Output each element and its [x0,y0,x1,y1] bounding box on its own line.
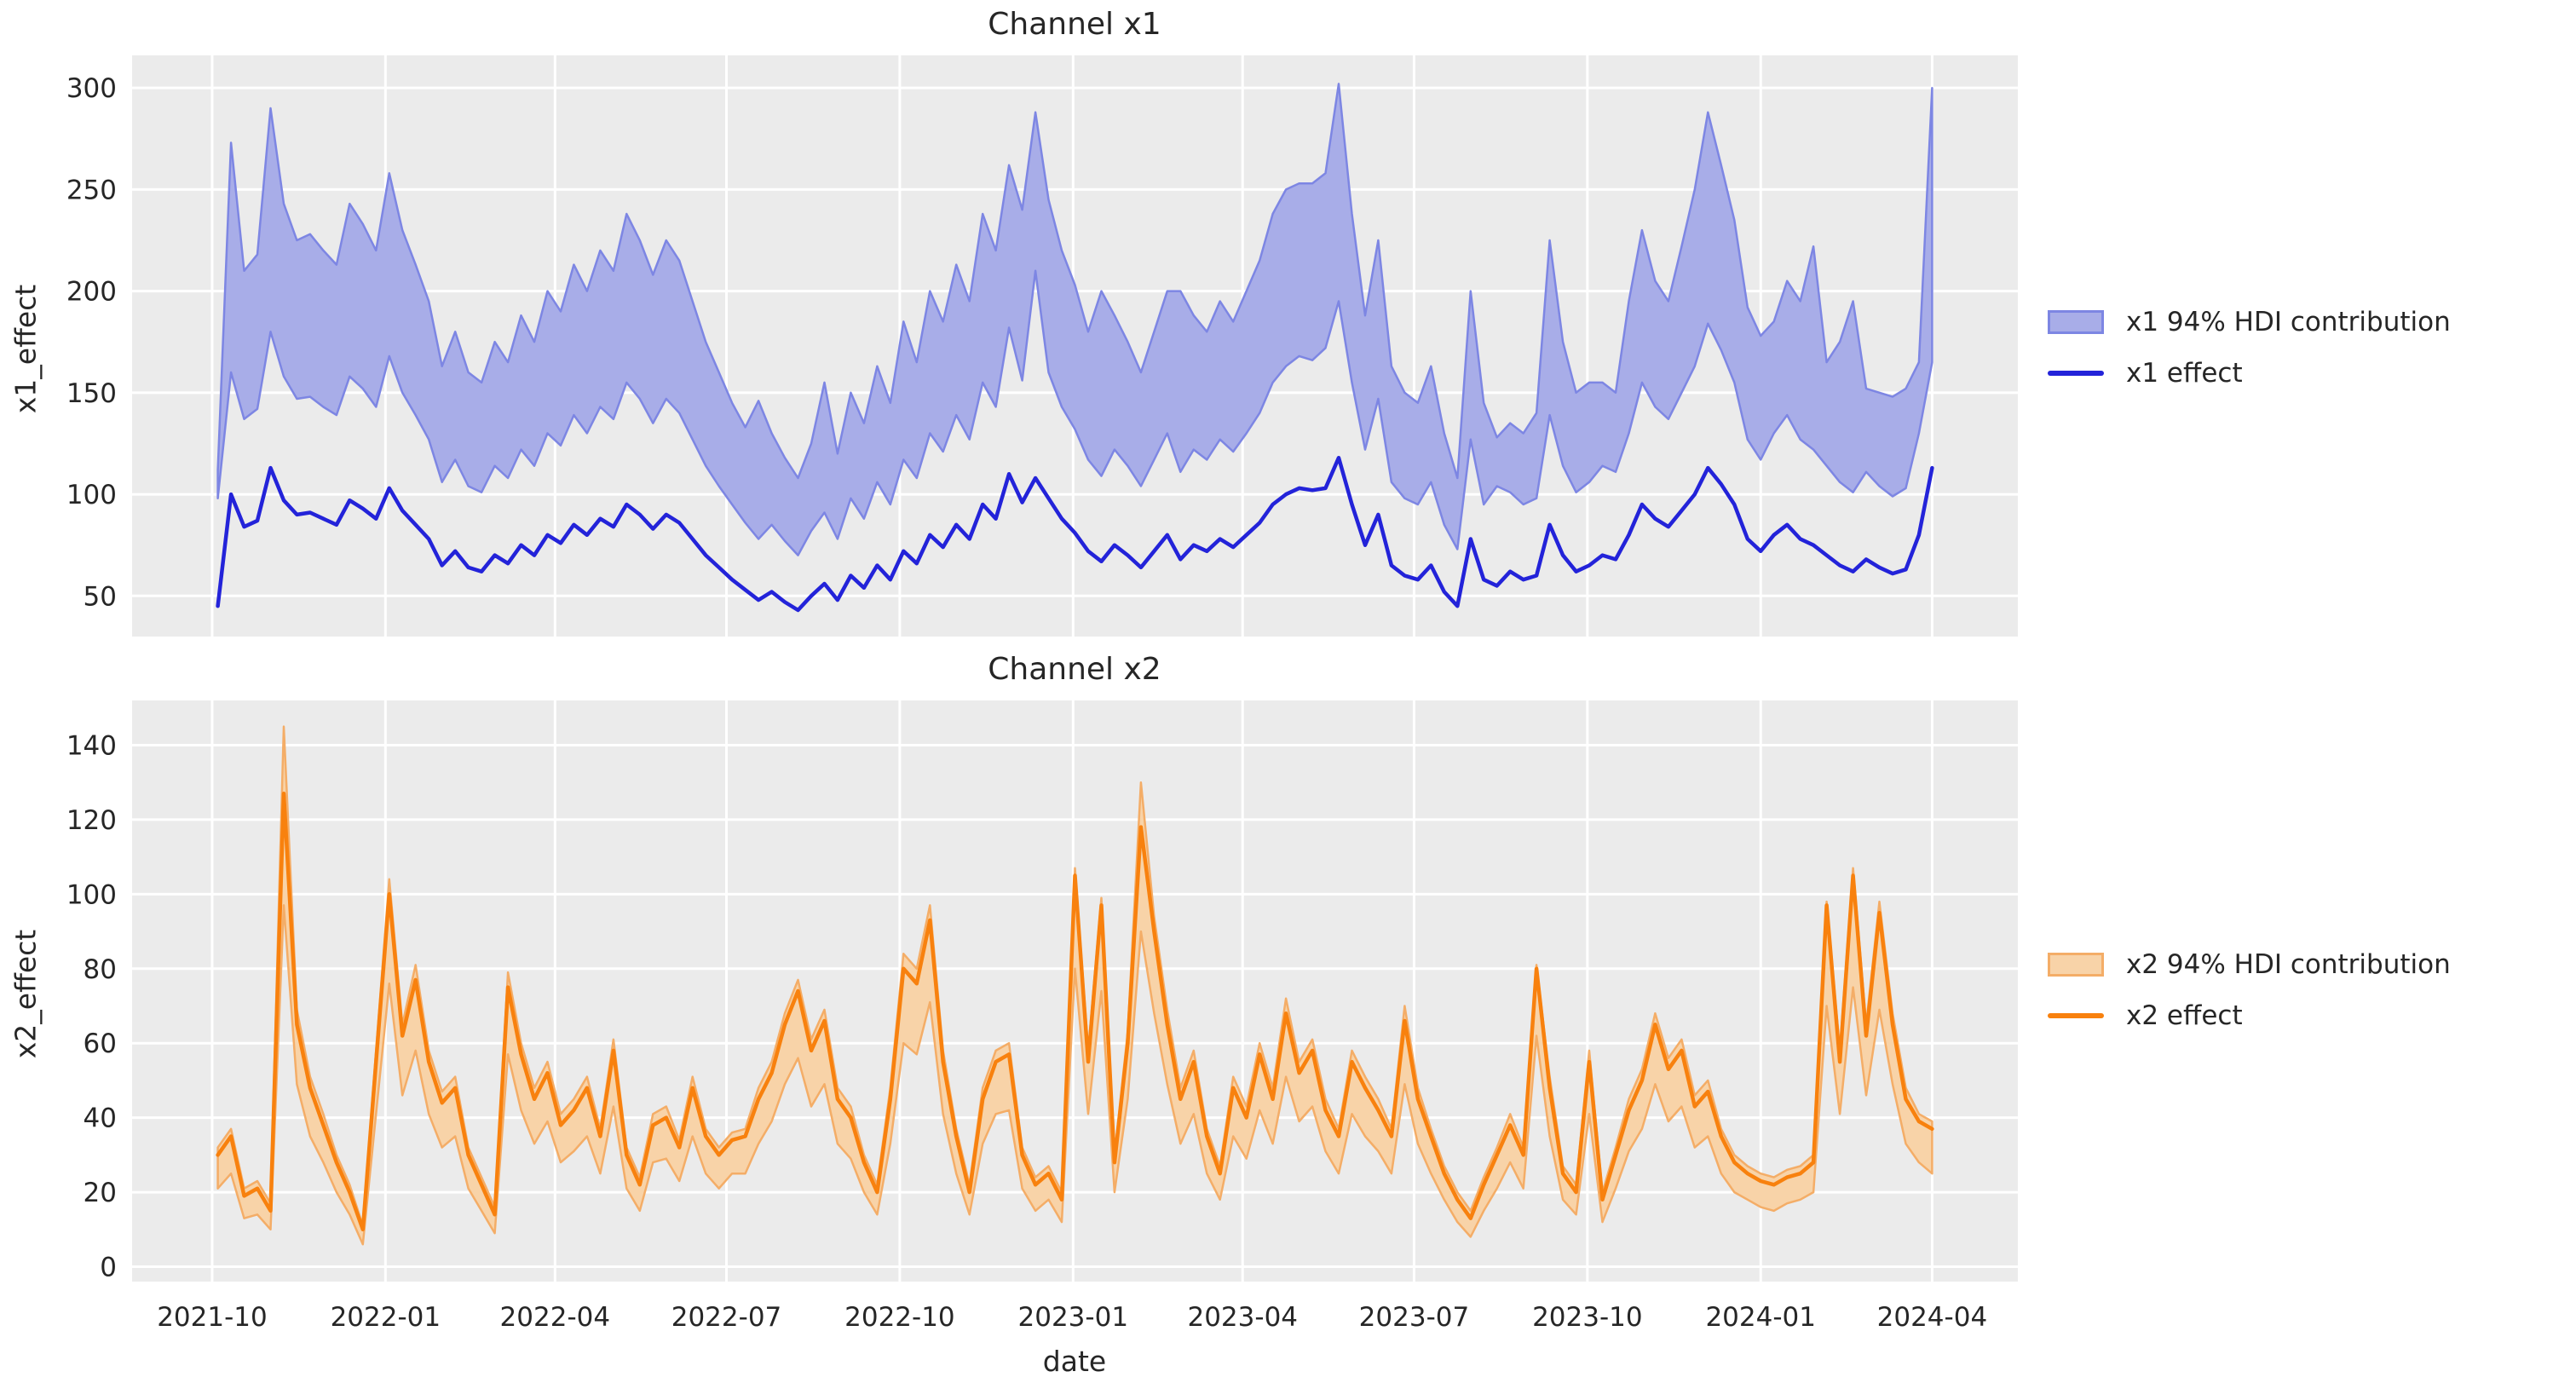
x-tick-label: 2021-10 [157,1302,268,1333]
x2-y-tick-label: 120 [66,805,117,836]
x2-hdi-band-swatch [2048,953,2104,977]
x2-y-tick-label: 100 [66,879,117,910]
x-tick-label: 2022-04 [500,1302,611,1333]
x-tick-label: 2023-10 [1532,1302,1643,1333]
x2-hdi-band [216,725,1933,1246]
chart-title-x1: Channel x1 [988,7,1161,42]
x1-y-tick-label: 100 [66,480,117,510]
x1-effect-legend-label: x1 effect [2126,358,2243,389]
x2-y-tick-label: 40 [84,1104,117,1134]
x-tick-label: 2022-01 [331,1302,441,1333]
y-axis-label-x1: x1_effect [9,284,43,414]
x1-y-tick-label: 150 [66,378,117,409]
x-tick-label: 2023-07 [1359,1302,1470,1333]
x2-effect-legend-label: x2 effect [2126,1000,2243,1031]
x2-plot-area [132,700,2018,1282]
x-tick-label: 2024-04 [1877,1302,1988,1333]
x2-y-tick-label: 60 [84,1029,117,1059]
x-tick-label: 2022-07 [671,1302,782,1333]
x2-effect-line [216,792,1934,1232]
x-axis-label: date [1042,1345,1107,1378]
legend-row-x1-effect: x1 effect [2048,348,2451,399]
x2-hdi-legend-label: x2 94% HDI contribution [2126,949,2451,980]
x-tick-label: 2023-04 [1187,1302,1298,1333]
x2-y-tick-label: 20 [84,1178,117,1208]
x1-y-tick-label: 200 [66,277,117,308]
x1-hdi-band [216,83,1933,556]
x-tick-label: 2022-10 [844,1302,955,1333]
x2-y-tick-label: 0 [100,1253,117,1283]
x2-effect-line-swatch [2048,1013,2104,1018]
legend-x2: x2 94% HDI contribution x2 effect [2048,939,2451,1041]
x1-y-tick-label: 250 [66,175,117,205]
chart-title-x2: Channel x2 [988,652,1161,687]
x-tick-label: 2023-01 [1018,1302,1129,1333]
x-tick-label: 2024-01 [1705,1302,1816,1333]
x1-y-tick-label: 50 [84,581,117,612]
x1-effect-line [216,455,1934,613]
legend-row-x1-hdi: x1 94% HDI contribution [2048,297,2451,348]
x1-hdi-band-swatch [2048,310,2104,334]
x2-y-tick-label: 80 [84,954,117,985]
x1-effect-line-swatch [2048,371,2104,376]
x1-y-tick-label: 300 [66,73,117,104]
x2-y-tick-label: 140 [66,730,117,761]
legend-x1: x1 94% HDI contribution x1 effect [2048,297,2451,399]
x1-hdi-legend-label: x1 94% HDI contribution [2126,307,2451,337]
legend-row-x2-effect: x2 effect [2048,990,2451,1041]
y-axis-label-x2: x2_effect [9,929,43,1059]
legend-row-x2-hdi: x2 94% HDI contribution [2048,939,2451,990]
